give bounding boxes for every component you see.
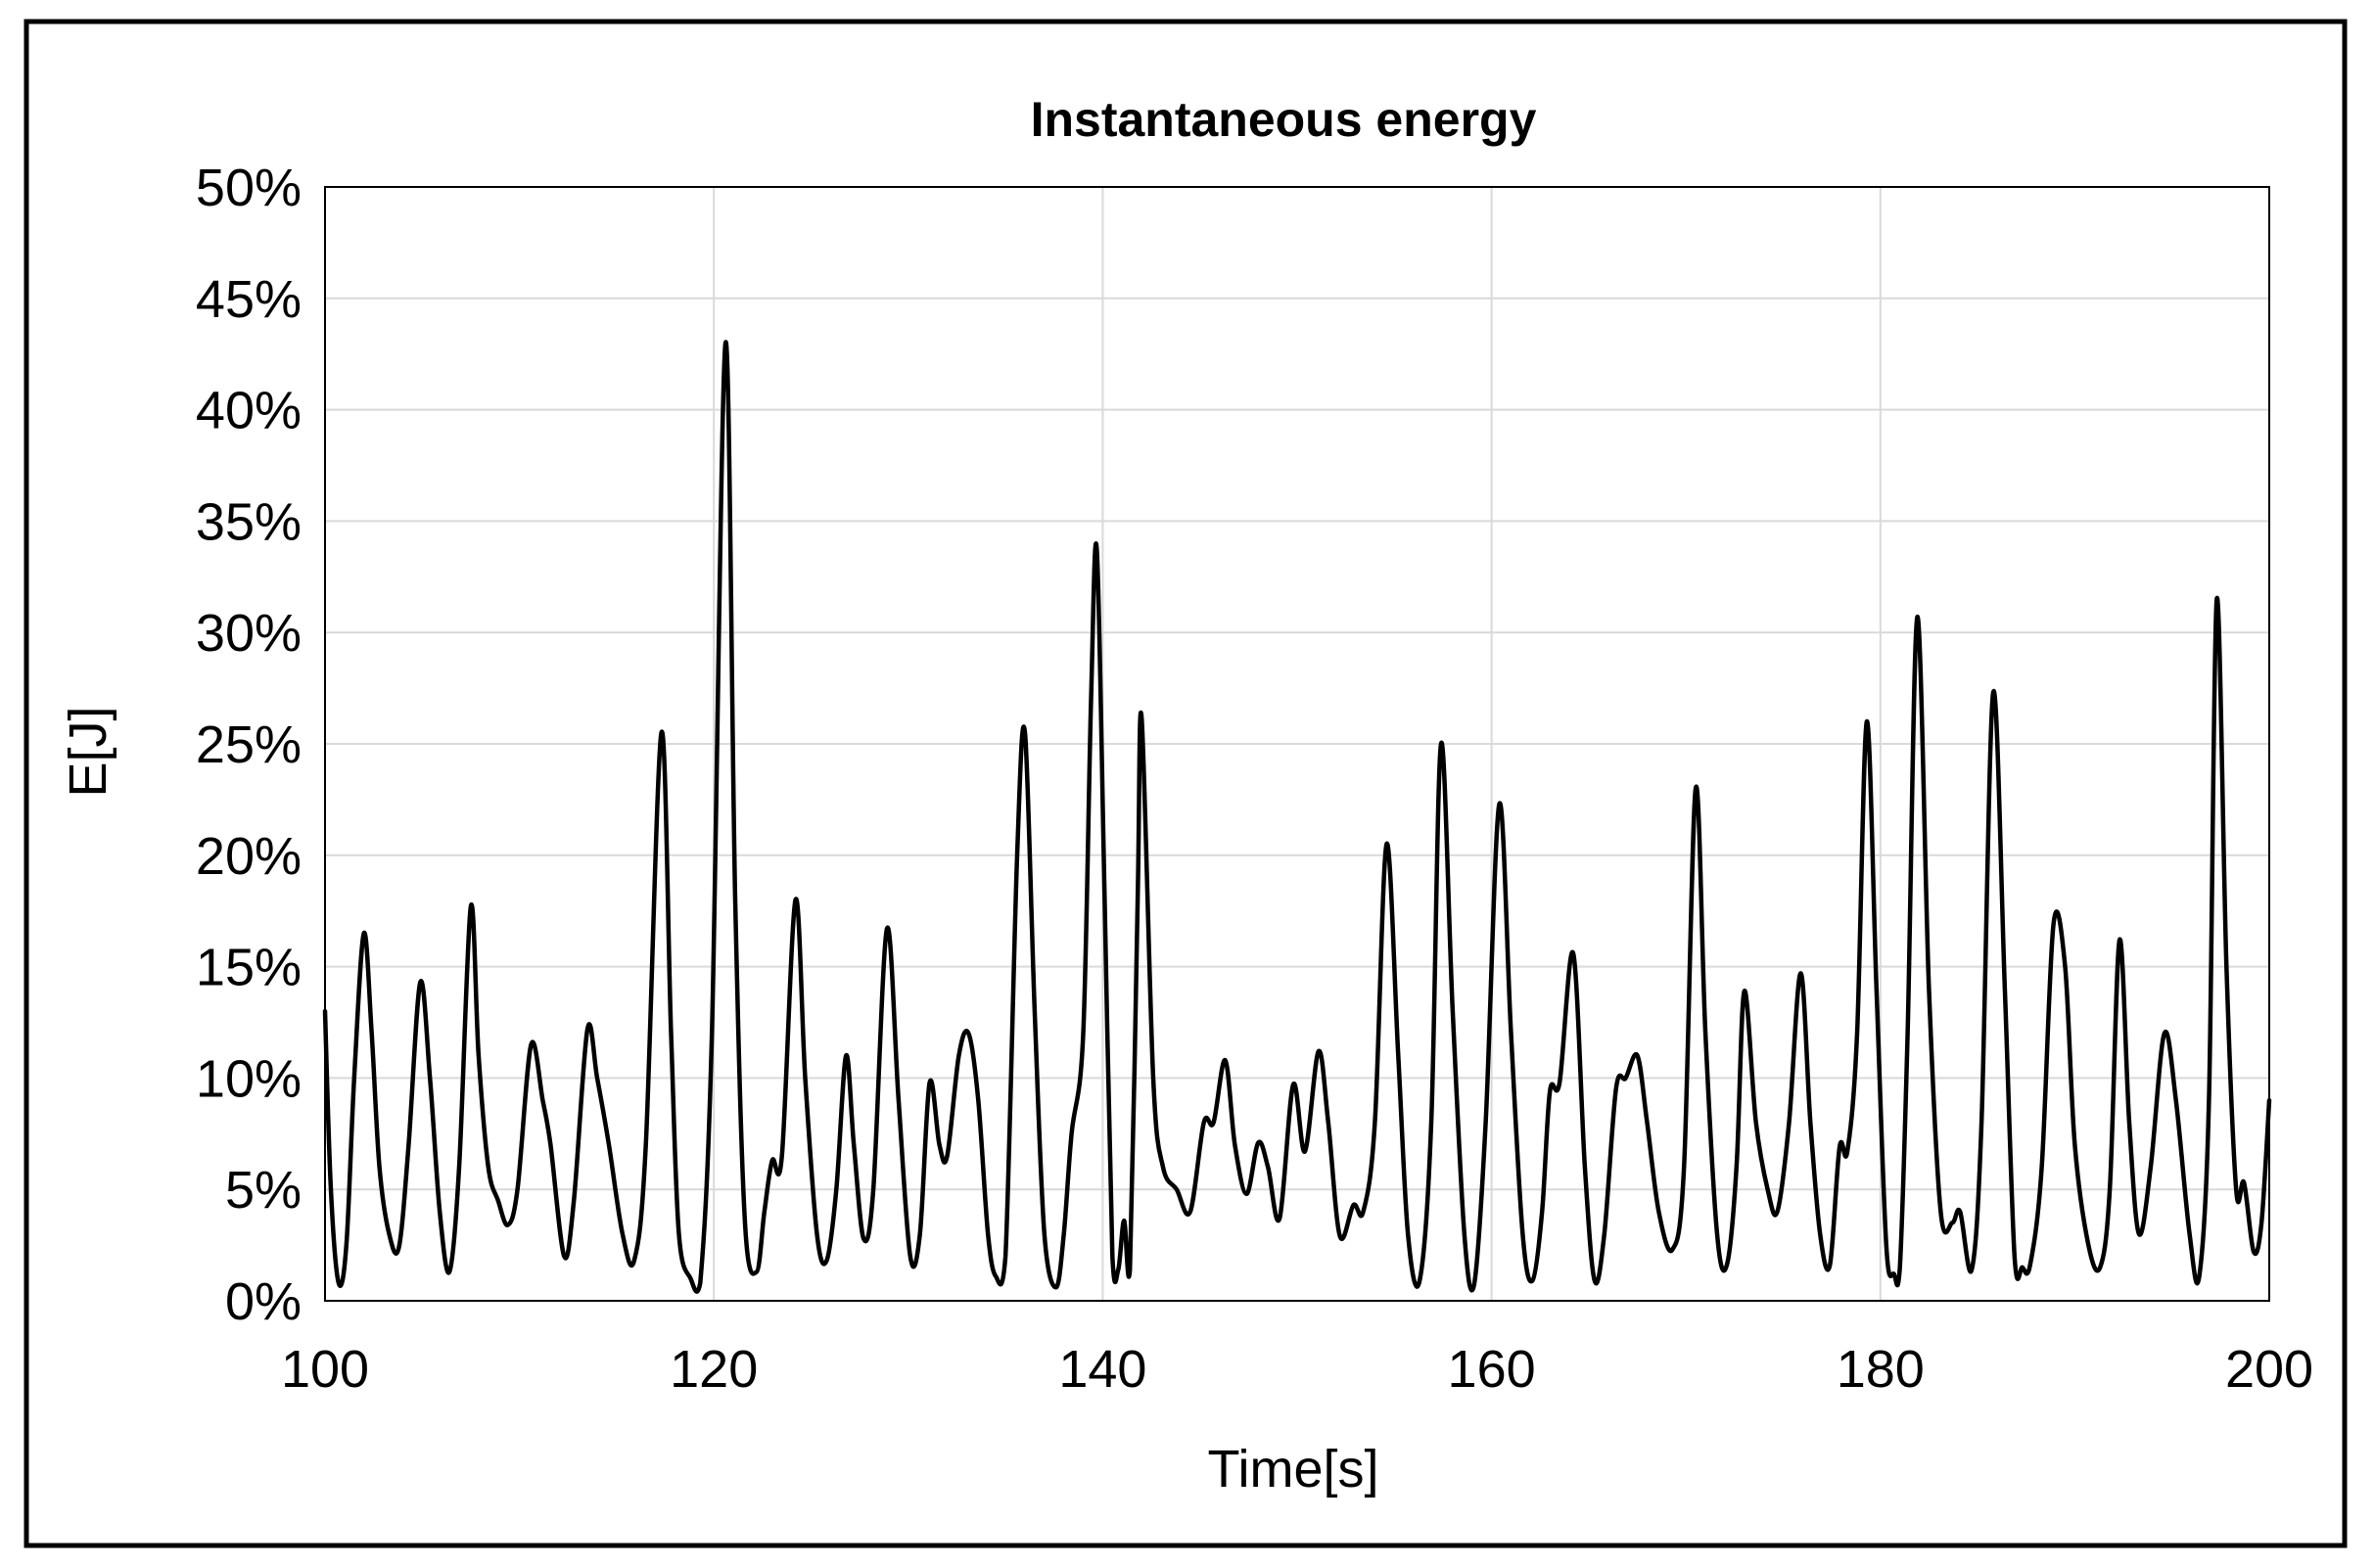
- x-tick-label-4: 180: [1837, 1340, 1925, 1399]
- plot-area-border: [324, 186, 2270, 1302]
- x-tick-label-1: 120: [670, 1340, 758, 1399]
- outer-frame: [23, 19, 2348, 1548]
- y-tick-label-2: 10%: [196, 1049, 302, 1108]
- series-layer: [322, 340, 2272, 1294]
- y-tick-label-10: 50%: [196, 159, 302, 217]
- y-axis-tick-labels: 0% 5% 10% 15% 20% 25% 30% 35% 40% 45% 50%: [196, 159, 302, 1331]
- y-tick-label-8: 40%: [196, 382, 302, 440]
- y-tick-label-7: 35%: [196, 492, 302, 551]
- energy-series-line: [322, 340, 2272, 1294]
- y-tick-label-4: 20%: [196, 827, 302, 886]
- y-tick-label-6: 30%: [196, 604, 302, 663]
- chart-title: Instantaneous energy: [1031, 92, 1537, 147]
- x-tick-label-0: 100: [281, 1340, 369, 1399]
- y-tick-label-3: 15%: [196, 939, 302, 997]
- x-axis-tick-labels: 100 120 140 160 180 200: [281, 1340, 2313, 1399]
- x-tick-label-3: 160: [1448, 1340, 1536, 1399]
- y-tick-label-1: 5%: [225, 1161, 302, 1220]
- y-tick-label-0: 0%: [225, 1272, 302, 1331]
- y-tick-label-5: 25%: [196, 715, 302, 774]
- y-axis-label: E[J]: [59, 706, 117, 797]
- y-tick-label-9: 45%: [196, 270, 302, 329]
- x-axis-label: Time[s]: [1208, 1440, 1379, 1499]
- x-tick-label-2: 140: [1058, 1340, 1146, 1399]
- x-tick-label-5: 200: [2225, 1340, 2313, 1399]
